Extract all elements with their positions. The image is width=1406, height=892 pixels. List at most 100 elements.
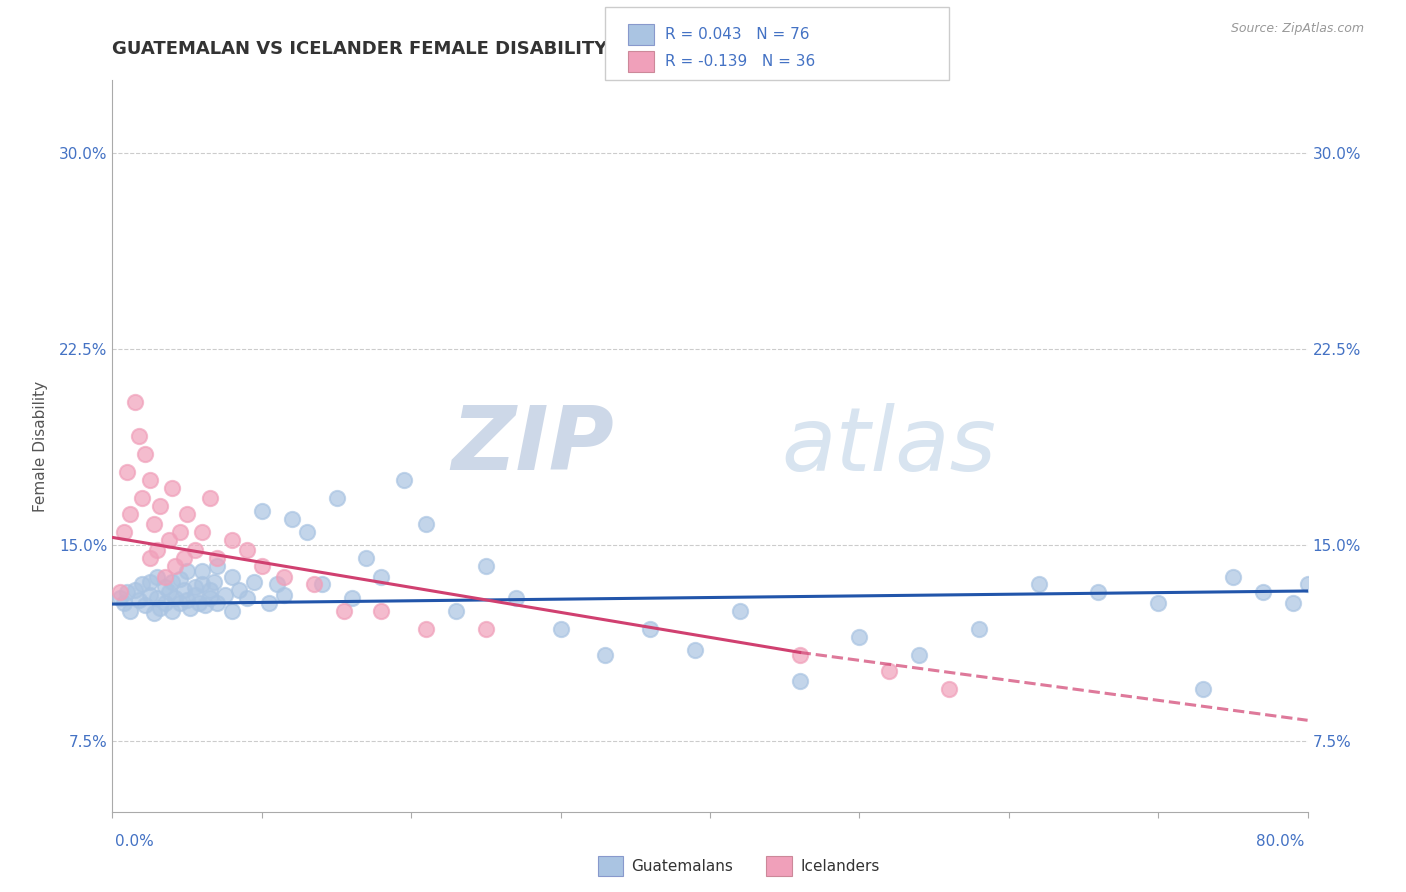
Point: [370, 604, 392, 618]
Point: [214, 588, 236, 602]
Y-axis label: Female Disability: Female Disability: [32, 380, 48, 512]
Text: Guatemalans: Guatemalans: [631, 859, 733, 873]
Point: [117, 465, 139, 479]
Point: [134, 447, 156, 461]
Point: [173, 582, 195, 597]
Point: [194, 599, 217, 613]
Text: 80.0%: 80.0%: [1257, 834, 1305, 848]
Point: [139, 551, 162, 566]
Point: [191, 565, 214, 579]
Point: [124, 394, 146, 409]
Text: atlas: atlas: [782, 403, 997, 489]
Point: [176, 565, 198, 579]
Point: [139, 574, 162, 589]
Point: [198, 491, 221, 506]
Point: [169, 572, 191, 586]
Point: [128, 593, 150, 607]
Point: [139, 588, 162, 602]
Point: [205, 559, 228, 574]
Point: [550, 622, 572, 636]
Point: [162, 604, 183, 618]
Point: [120, 507, 142, 521]
Point: [640, 622, 662, 636]
Point: [475, 559, 498, 574]
Text: ZIP: ZIP: [451, 402, 614, 490]
Point: [967, 622, 990, 636]
Point: [302, 577, 325, 591]
Point: [128, 428, 150, 442]
Point: [114, 525, 135, 540]
Point: [139, 473, 162, 487]
Point: [149, 499, 172, 513]
Point: [146, 543, 169, 558]
Point: [789, 648, 811, 662]
Point: [938, 681, 960, 696]
Point: [228, 582, 250, 597]
Point: [162, 481, 183, 495]
Point: [333, 604, 356, 618]
Text: Source: ZipAtlas.com: Source: ZipAtlas.com: [1230, 22, 1364, 36]
Point: [1028, 577, 1050, 591]
Point: [153, 596, 176, 610]
Point: [1087, 585, 1109, 599]
Point: [124, 582, 146, 597]
Point: [1251, 585, 1274, 599]
Point: [198, 591, 221, 605]
Point: [281, 512, 304, 526]
Point: [153, 580, 176, 594]
Point: [295, 525, 318, 540]
Point: [879, 664, 901, 678]
Point: [848, 630, 870, 644]
Point: [236, 543, 259, 558]
Point: [415, 622, 437, 636]
Point: [340, 591, 363, 605]
Point: [415, 517, 437, 532]
Text: R = -0.139   N = 36: R = -0.139 N = 36: [665, 54, 815, 69]
Point: [191, 525, 214, 540]
Point: [157, 533, 180, 547]
Point: [205, 596, 228, 610]
Point: [1296, 577, 1319, 591]
Point: [356, 551, 378, 566]
Point: [191, 577, 214, 591]
Point: [789, 674, 811, 689]
Point: [243, 574, 266, 589]
Text: 0.0%: 0.0%: [115, 834, 155, 848]
Point: [188, 596, 211, 610]
Point: [311, 577, 333, 591]
Point: [183, 580, 205, 594]
Text: Icelanders: Icelanders: [800, 859, 879, 873]
Point: [146, 569, 169, 583]
Point: [250, 504, 273, 518]
Point: [176, 507, 198, 521]
Point: [273, 569, 295, 583]
Point: [259, 596, 281, 610]
Point: [475, 622, 498, 636]
Point: [266, 577, 288, 591]
Point: [131, 491, 153, 506]
Point: [131, 577, 153, 591]
Point: [325, 491, 347, 506]
Point: [165, 559, 187, 574]
Point: [165, 591, 187, 605]
Point: [370, 569, 392, 583]
Point: [1192, 681, 1215, 696]
Text: GUATEMALAN VS ICELANDER FEMALE DISABILITY CORRELATION CHART: GUATEMALAN VS ICELANDER FEMALE DISABILIT…: [112, 40, 830, 58]
Point: [120, 604, 142, 618]
Point: [114, 596, 135, 610]
Point: [595, 648, 617, 662]
Point: [117, 585, 139, 599]
Point: [108, 585, 131, 599]
Point: [250, 559, 273, 574]
Point: [143, 606, 166, 620]
Point: [169, 596, 191, 610]
Point: [221, 604, 243, 618]
Point: [1147, 596, 1170, 610]
Point: [134, 599, 156, 613]
Point: [183, 543, 205, 558]
Point: [149, 601, 172, 615]
Point: [176, 593, 198, 607]
Point: [108, 591, 131, 605]
Point: [505, 591, 527, 605]
Point: [205, 551, 228, 566]
